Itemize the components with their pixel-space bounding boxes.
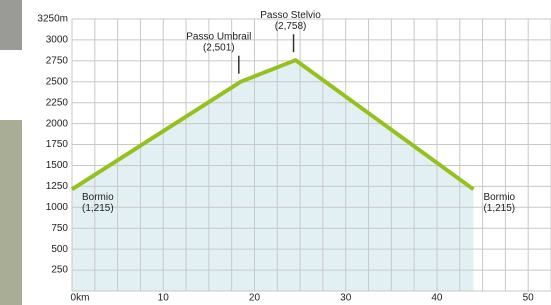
- x-tick-label: 0km: [71, 293, 90, 304]
- y-tick-label: 1500: [46, 160, 69, 171]
- point-label: Bormio: [483, 192, 515, 203]
- x-tick-label: 50: [523, 293, 535, 304]
- y-tick-label: 2750: [46, 55, 69, 66]
- point-label: Passo Umbrail: [186, 31, 251, 42]
- y-tick-label: 2250: [46, 97, 69, 108]
- value-label: (1,215): [483, 203, 515, 214]
- y-tick-label: 3000: [46, 35, 69, 46]
- y-tick-label: 2000: [46, 118, 69, 129]
- y-tick-label: 3250m: [37, 14, 68, 25]
- y-tick-label: 1000: [46, 202, 69, 213]
- point-label: Passo Stelvio: [260, 10, 321, 21]
- value-label: (2,758): [275, 21, 307, 32]
- page: {"chart_data": {"type": "line", "x": [0,…: [0, 0, 551, 305]
- y-tick-label: 250: [51, 265, 68, 276]
- y-tick-label: 2500: [46, 76, 69, 87]
- area: [72, 60, 473, 291]
- y-tick-label: 1750: [46, 139, 69, 150]
- y-tick-label: 1250: [46, 181, 69, 192]
- x-tick-label: 10: [158, 293, 170, 304]
- photo-strip: [0, 0, 22, 50]
- x-tick-label: 20: [249, 293, 261, 304]
- value-label: (2,501): [203, 42, 235, 53]
- point-label: Bormio: [82, 192, 114, 203]
- chart: 250 500 750 1000 1250 1500 1750 2000 2250 2500 275…: [0, 0, 551, 305]
- y-tick-label: 750: [51, 223, 68, 234]
- photo-strip: [0, 120, 22, 305]
- y-tick-label: 500: [51, 244, 68, 255]
- x-tick-label: 40: [431, 293, 443, 304]
- value-label: (1,215): [82, 203, 114, 214]
- x-tick-label: 30: [340, 293, 352, 304]
